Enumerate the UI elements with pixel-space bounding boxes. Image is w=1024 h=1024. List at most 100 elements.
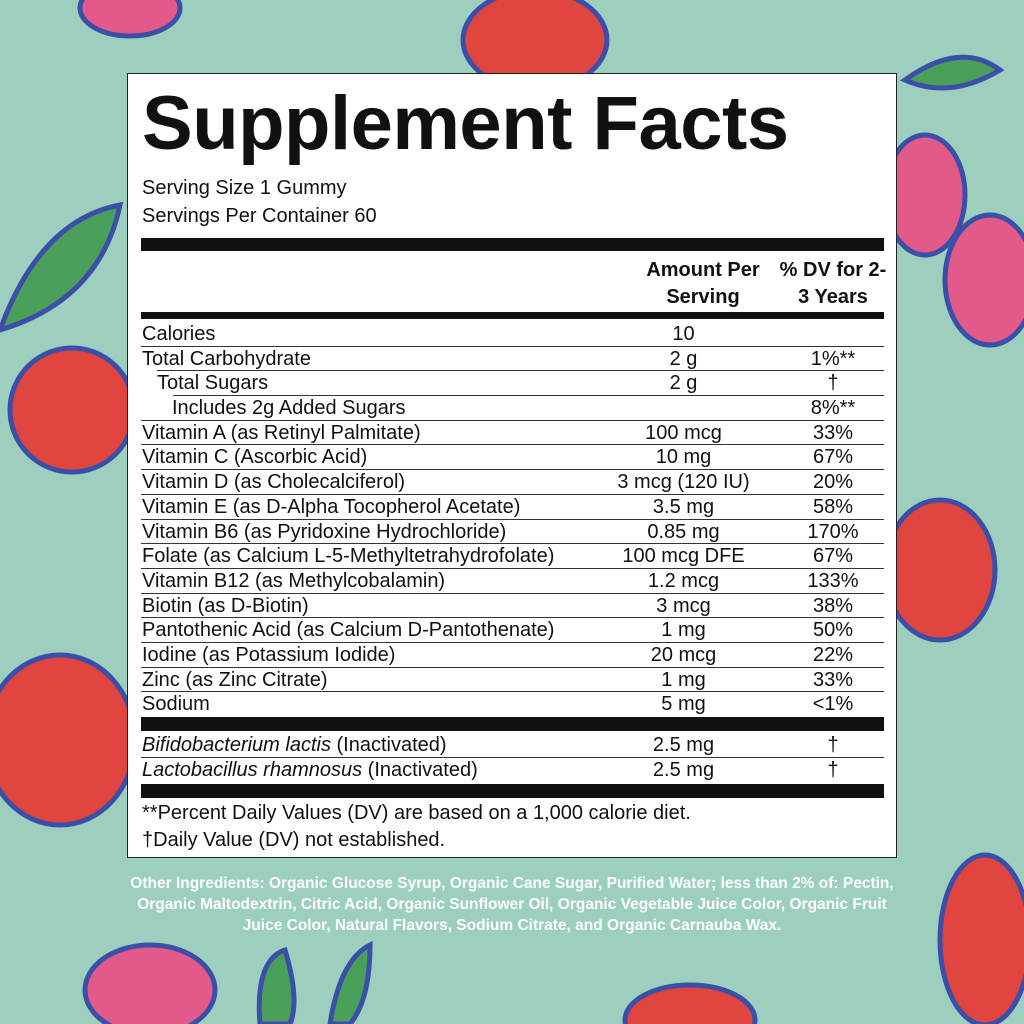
daily-value: † (827, 734, 839, 756)
row-divider (157, 370, 884, 372)
raspberry-illustration (82, 942, 218, 1024)
nutrient-name: Sodium (142, 693, 210, 716)
amount-per-serving: 3.5 mg (652, 495, 715, 518)
amount-per-serving: 20 mcg (650, 643, 717, 666)
header-amount: Amount Per Serving (646, 259, 760, 308)
daily-value: 38% (812, 594, 854, 617)
table-row: Calories 10 (141, 322, 884, 347)
table-row: Vitamin B12 (as Methylcobalamin) 1.2 mcg 1… (141, 569, 884, 594)
amount-per-serving: 1.2 mcg (647, 569, 720, 592)
daily-value: 33% (812, 421, 854, 444)
nutrient-table: Calories 10 Total Carbohydrate 2 g 1%** Total… (141, 322, 884, 717)
row-divider (141, 666, 884, 668)
daily-value: 67% (812, 446, 854, 469)
daily-value: 133% (807, 569, 859, 592)
footnote-dagger: †Daily Value (DV) not established. (142, 829, 446, 851)
amount-per-serving: 1 mg (661, 619, 706, 642)
table-row: Biotin (as D-Biotin) 3 mcg 38% (141, 594, 884, 619)
nutrient-name: Total Sugars (157, 372, 269, 395)
row-divider (141, 641, 884, 643)
amount-per-serving: 2.5 mg (652, 734, 715, 756)
amount-per-serving: 2 g (669, 372, 698, 395)
daily-value: 170% (807, 520, 859, 543)
daily-value: <1% (812, 693, 854, 716)
amount-per-serving: 100 mcg DFE (622, 545, 745, 568)
table-row: Pantothenic Acid (as Calcium D-Pantothen… (141, 618, 884, 643)
daily-value: † (827, 758, 839, 781)
strawberry-illustration (0, 652, 138, 828)
raspberry-illustration (882, 132, 968, 258)
table-row: Includes 2g Added Sugars 8%** (141, 396, 884, 421)
amount-per-serving: 2 g (669, 347, 698, 370)
cherry-illustration (7, 345, 137, 475)
divider-thick (141, 717, 884, 731)
cherry-illustration (622, 982, 758, 1024)
daily-value: 20% (812, 471, 854, 494)
row-divider (141, 617, 884, 619)
amount-per-serving: 0.85 mg (647, 520, 720, 543)
amount-per-serving: 10 mg (655, 446, 712, 469)
divider-thick (141, 238, 884, 251)
panel-title: Supplement Facts (142, 81, 789, 166)
cherry-illustration (882, 497, 998, 643)
table-row: Iodine (as Potassium Iodide) 20 mcg 22% (141, 643, 884, 668)
amount-per-serving: 3 mcg (120 IU) (617, 471, 750, 494)
daily-value: † (827, 372, 839, 395)
ingredient-species: Lactobacillus rhamnosus (142, 758, 363, 781)
row-divider (141, 592, 884, 594)
row-divider (141, 493, 884, 495)
row-divider (141, 518, 884, 520)
row-divider (173, 395, 884, 397)
table-row: Vitamin E (as D-Alpha Tocopherol Acetate… (141, 495, 884, 520)
amount-per-serving: 2.5 mg (652, 758, 715, 781)
daily-value: 1%** (810, 347, 856, 370)
nutrient-name: Vitamin A (as Retinyl Palmitate) (142, 421, 421, 444)
nutrient-name: Calories (142, 323, 216, 345)
serving-size: Serving Size 1 Gummy (142, 177, 347, 199)
divider-thick (141, 312, 884, 319)
other-ingredients: Other Ingredients: Organic Glucose Syrup… (130, 875, 894, 934)
supplement-facts-panel: Supplement Facts Serving Size 1 Gummy Se… (127, 73, 897, 858)
daily-value: 8%** (810, 397, 856, 420)
nutrient-name: Vitamin E (as D-Alpha Tocopherol Acetate… (142, 495, 521, 518)
daily-value: 67% (812, 545, 854, 568)
nutrient-name: Vitamin B12 (as Methylcobalamin) (142, 569, 446, 592)
daily-value: 50% (812, 619, 854, 642)
table-row: Vitamin C (Ascorbic Acid) 10 mg 67% (141, 445, 884, 471)
amount-per-serving: 5 mg (661, 693, 706, 716)
row-divider (141, 419, 884, 421)
daily-value: 58% (812, 495, 854, 518)
table-row: Total Sugars 2 g † (141, 371, 884, 397)
nutrient-name: Iodine (as Potassium Iodide) (142, 643, 396, 666)
row-divider (141, 469, 884, 471)
footnote-dv: **Percent Daily Values (DV) are based on… (142, 802, 691, 824)
probiotic-table: Bifidobacterium lactis (Inactivated) 2.5 … (141, 733, 884, 782)
row-divider (141, 543, 884, 545)
nutrient-name: Vitamin D (as Cholecalciferol) (142, 471, 406, 494)
amount-per-serving: 3 mcg (656, 594, 711, 617)
amount-per-serving: 10 (672, 323, 695, 345)
leaf-illustration (0, 201, 124, 333)
table-row: Bifidobacterium lactis (Inactivated) 2.5 … (141, 733, 884, 758)
divider-thick (141, 784, 884, 798)
nutrient-name: Biotin (as D-Biotin) (142, 594, 309, 617)
row-divider (141, 691, 884, 693)
table-row: Lactobacillus rhamnosus (Inactivated) 2.5… (141, 758, 884, 783)
raspberry-illustration (77, 0, 183, 39)
leaf-illustration (900, 54, 1005, 91)
strawberry-illustration (937, 852, 1024, 1024)
row-divider (141, 756, 884, 758)
ingredient-name: Bifidobacterium lactis (Inactivated) (142, 734, 447, 756)
nutrient-name: Zinc (as Zinc Citrate) (142, 668, 328, 691)
table-row: Folate (as Calcium L-5-Methyltetrahydrof… (141, 544, 884, 569)
table-row: Total Carbohydrate 2 g 1%** (141, 347, 884, 372)
leaf-illustration (256, 946, 297, 1024)
row-divider (141, 444, 884, 446)
leaf-illustration (327, 940, 373, 1024)
nutrient-name: Includes 2g Added Sugars (172, 397, 406, 420)
nutrient-name: Folate (as Calcium L-5-Methyltetrahydrof… (142, 545, 555, 568)
daily-value: 33% (812, 668, 854, 691)
ingredient-name: Lactobacillus rhamnosus (Inactivated) (142, 758, 478, 781)
table-row: Vitamin D (as Cholecalciferol) 3 mcg (120… (141, 470, 884, 495)
header-dv: % DV for 2-3 Years (779, 259, 887, 308)
